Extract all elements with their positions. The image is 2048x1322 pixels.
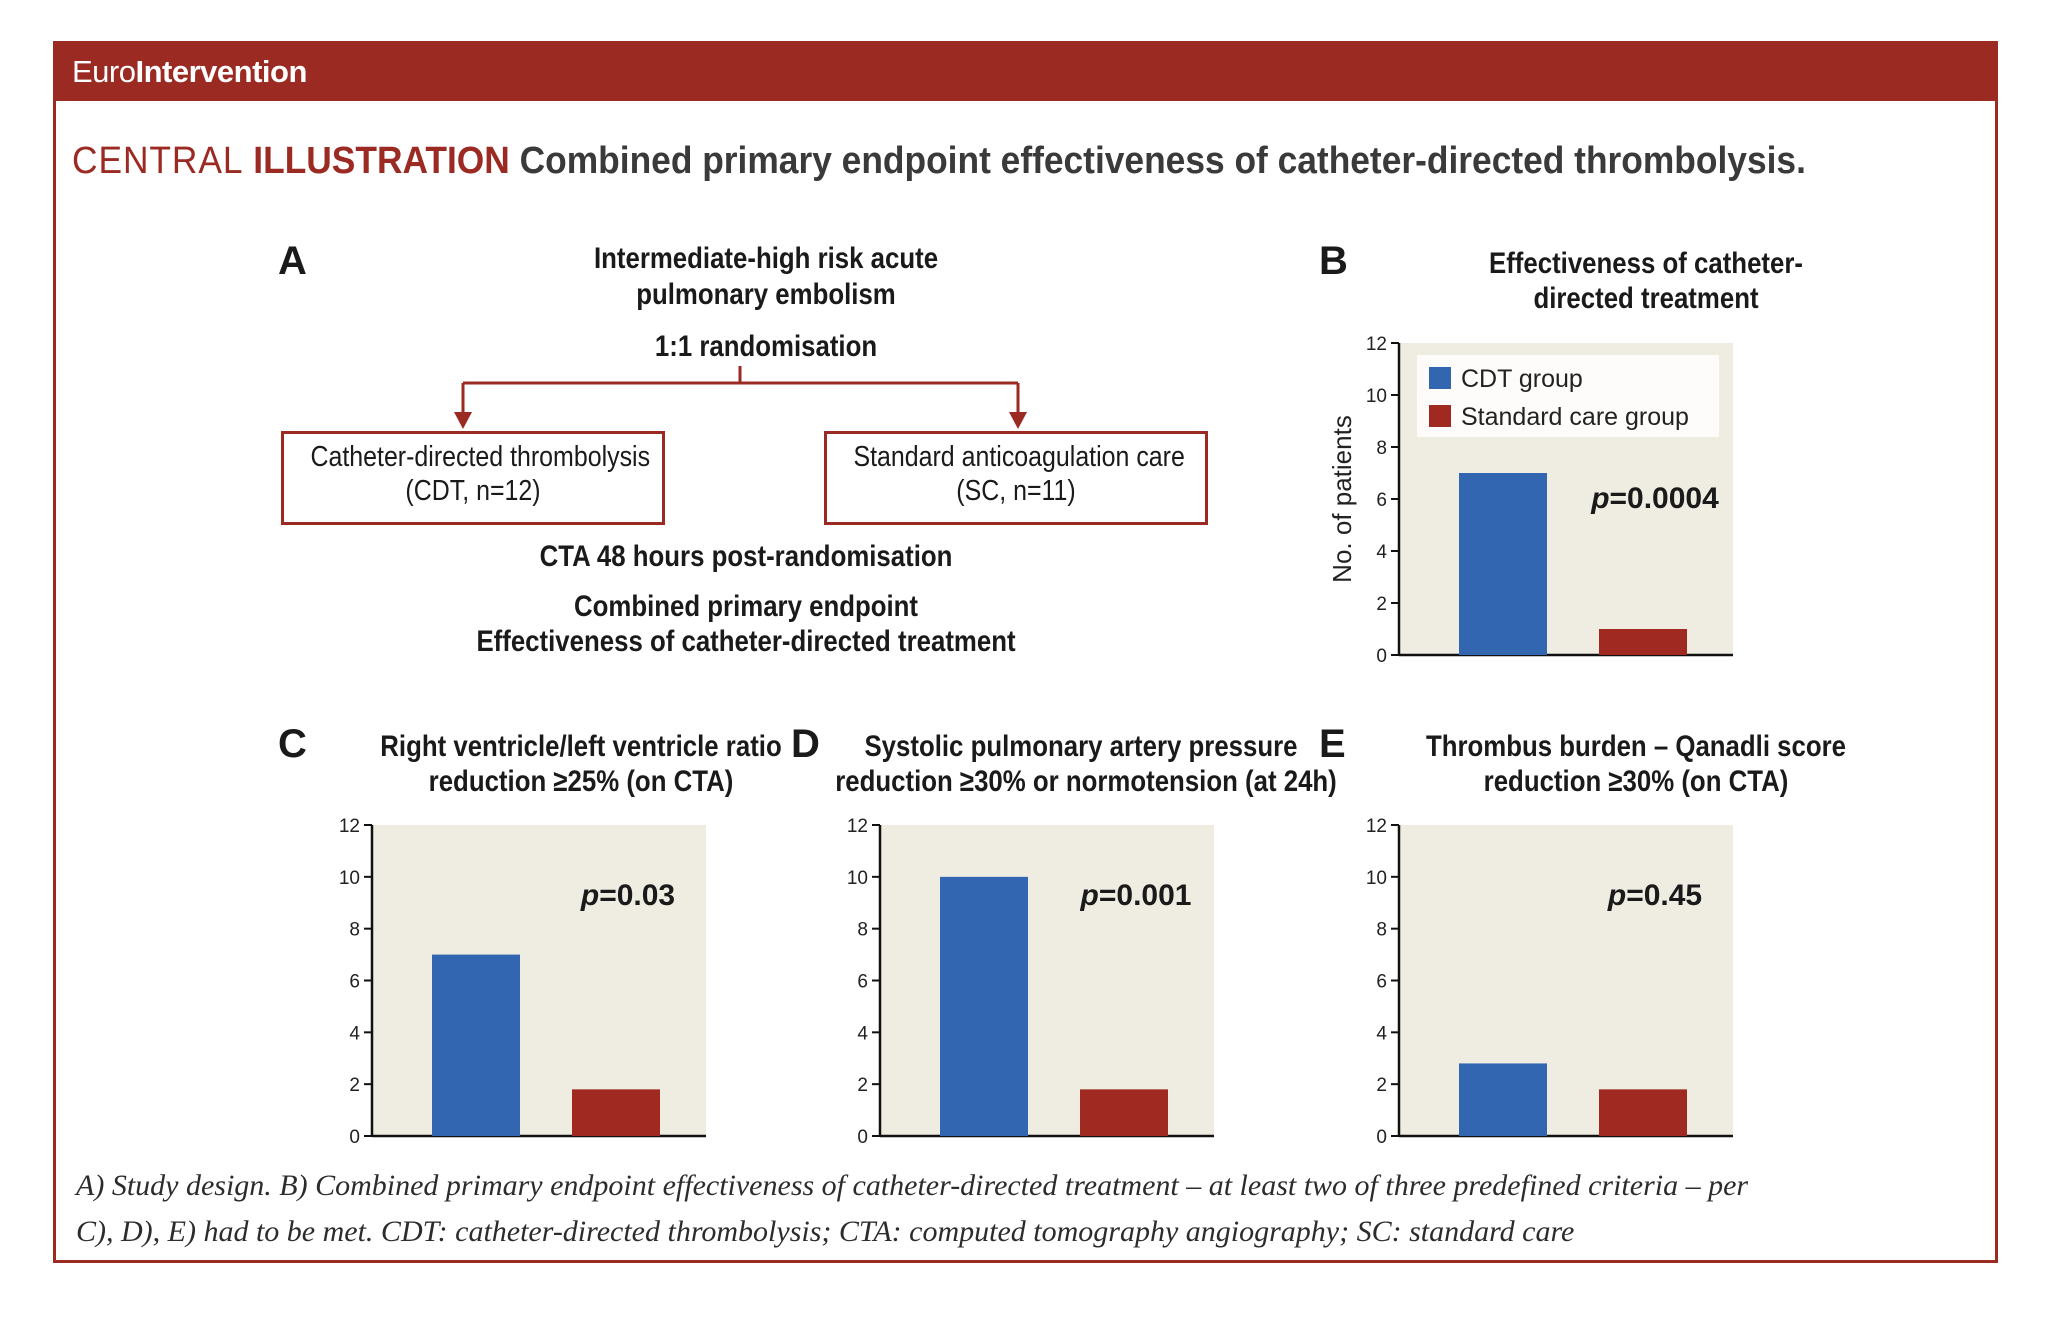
chart-b-legend-box	[1417, 355, 1719, 437]
panel-e-title-line1: Thrombus burden – Qanadli score	[1425, 730, 1847, 763]
caption-line2: C), D), E) had to be met. CDT: catheter-…	[76, 1215, 1575, 1248]
chart-e-y-tick-label: 6	[1376, 972, 1387, 993]
chart-d-p-value: p=0.001	[1080, 879, 1192, 912]
panel-e-title-line2: reduction ≥30% (on CTA)	[1483, 765, 1789, 798]
chart-c-p-value: p=0.03	[580, 879, 675, 912]
sc-arm-line2: (SC, n=11)	[956, 475, 1076, 507]
chart-b-p-number: =0.0004	[1610, 482, 1720, 515]
chart-c-y-tick-label: 12	[339, 816, 360, 837]
panel-d-title-line1: Systolic pulmonary artery pressure	[864, 730, 1298, 763]
panel-a-flow-arrows	[454, 366, 1027, 429]
chart-d-bar-cdt	[940, 876, 1028, 1136]
chart-c-bar-cdt	[432, 954, 520, 1136]
illustration-frame: EuroIntervention CENTRAL ILLUSTRATION Co…	[53, 41, 1998, 1263]
chart-b-bar-standard-care	[1599, 629, 1687, 655]
chart-c-y-tick-label: 2	[349, 1075, 360, 1096]
chart-b-legend-label-standard-care: Standard care group	[1461, 403, 1689, 431]
chart-e-plot-area	[1399, 825, 1733, 1136]
cdt-arm-line1: Catheter-directed thrombolysis	[310, 441, 651, 473]
chart-e-bar-standard-care	[1599, 1089, 1687, 1136]
cdt-arm-line2: (CDT, n=12)	[405, 475, 541, 507]
cdt-arm-box: Catheter-directed thrombolysis (CDT, n=1…	[281, 431, 665, 525]
chart-c-y-tick-label: 8	[349, 920, 360, 941]
chart-d-y-tick-label: 0	[857, 1127, 868, 1148]
chart-e-bar-cdt	[1459, 1063, 1547, 1136]
chart-c-y-tick-label: 4	[349, 1023, 360, 1044]
chart-b-y-tick-label: 8	[1376, 438, 1387, 459]
chart-d-plot-area	[880, 825, 1214, 1136]
chart-d-y-tick-label: 12	[847, 816, 868, 837]
chart-b-y-tick-label: 10	[1366, 386, 1387, 407]
sc-arm-box: Standard anticoagulation care (SC, n=11)	[824, 431, 1208, 525]
chart-d-y-tick-label: 10	[847, 868, 868, 889]
chart-b-y-tick-label: 12	[1366, 334, 1387, 355]
chart-c-y-tick-label: 0	[349, 1127, 360, 1148]
chart-b-p-symbol: p	[1590, 482, 1609, 515]
journal-name-bold: Intervention	[135, 54, 307, 89]
chart-e-y-tick-label: 4	[1376, 1023, 1387, 1044]
chart-b-p-value: p=0.0004	[1590, 482, 1719, 515]
heading-word-central: CENTRAL	[72, 140, 244, 182]
chart-e-y-tick-label: 0	[1376, 1127, 1387, 1148]
chart-e-p-number: =0.45	[1626, 879, 1702, 912]
chart-d-y-tick-label: 4	[857, 1023, 868, 1044]
panel-a-letter: A	[278, 239, 307, 283]
chart-e-y-tick-label: 12	[1366, 816, 1387, 837]
chart-b-y-axis-label: No. of patients	[1327, 415, 1357, 583]
chart-b-y-tick-label: 6	[1376, 490, 1387, 511]
chart-b-legend-label-cdt: CDT group	[1461, 365, 1583, 393]
heading-title: Combined primary endpoint effectiveness …	[519, 140, 1806, 182]
endpoint-line2: Effectiveness of catheter-directed treat…	[476, 625, 1016, 658]
panel-a-title-line2: pulmonary embolism	[636, 278, 896, 311]
caption-line1: A) Study design. B) Combined primary end…	[76, 1169, 1749, 1202]
chart-d-y-tick-label: 6	[857, 972, 868, 993]
chart-e-p-symbol: p	[1607, 879, 1626, 912]
panel-b-title-line2: directed treatment	[1533, 282, 1759, 315]
sc-arm-line1: Standard anticoagulation care	[853, 441, 1185, 473]
panel-a-randomisation: 1:1 randomisation	[654, 330, 878, 363]
panel-b-title-line1: Effectiveness of catheter-	[1488, 247, 1804, 280]
chart-c-y-tick-label: 6	[349, 972, 360, 993]
panel-c-title-line2: reduction ≥25% (on CTA)	[428, 765, 734, 798]
chart-b-y-tick-label: 0	[1376, 646, 1387, 667]
chart-e-y-tick-label: 10	[1366, 868, 1387, 889]
chart-c-y-tick-label: 10	[339, 868, 360, 889]
chart-d-y-tick-label: 2	[857, 1075, 868, 1096]
chart-e-y-tick-label: 2	[1376, 1075, 1387, 1096]
panel-d-letter: D	[791, 722, 820, 766]
chart-b-bar-cdt	[1459, 473, 1547, 655]
chart-e-p-value: p=0.45	[1607, 879, 1702, 912]
chart-b-legend-swatch-cdt	[1429, 367, 1451, 389]
central-illustration-heading: CENTRAL ILLUSTRATION Combined primary en…	[72, 140, 1806, 183]
panel-d-title-line2: reduction ≥30% or normotension (at 24h)	[835, 765, 1337, 798]
chart-d-p-symbol: p	[1080, 879, 1099, 912]
panel-b-letter: B	[1319, 239, 1348, 283]
chart-c-bar-standard-care	[572, 1089, 660, 1136]
endpoint-line1: Combined primary endpoint	[573, 590, 919, 623]
chart-d-p-number: =0.001	[1099, 879, 1192, 912]
panel-a-title-line1: Intermediate-high risk acute	[593, 242, 939, 275]
panel-c-title-line1: Right ventricle/left ventricle ratio	[380, 730, 782, 763]
figure-caption: A) Study design. B) Combined primary end…	[76, 1163, 1976, 1255]
chart-e-y-tick-label: 8	[1376, 920, 1387, 941]
chart-c-plot-area	[372, 825, 706, 1136]
chart-c-p-number: =0.03	[599, 879, 675, 912]
journal-header-bar: EuroIntervention	[56, 44, 1995, 101]
chart-d-bar-standard-care	[1080, 1089, 1168, 1136]
chart-b-legend-swatch-standard-care	[1429, 405, 1451, 427]
panel-c-letter: C	[278, 722, 307, 766]
chart-c-p-symbol: p	[580, 879, 599, 912]
cta-timing: CTA 48 hours post-randomisation	[539, 540, 953, 573]
chart-b-y-tick-label: 4	[1376, 542, 1387, 563]
chart-b-y-tick-label: 2	[1376, 594, 1387, 615]
journal-name-prefix: Euro	[72, 54, 136, 89]
chart-d-y-tick-label: 8	[857, 920, 868, 941]
panel-e-letter: E	[1319, 722, 1346, 766]
journal-name: EuroIntervention	[72, 54, 307, 90]
heading-word-illustration: ILLUSTRATION	[253, 140, 510, 182]
